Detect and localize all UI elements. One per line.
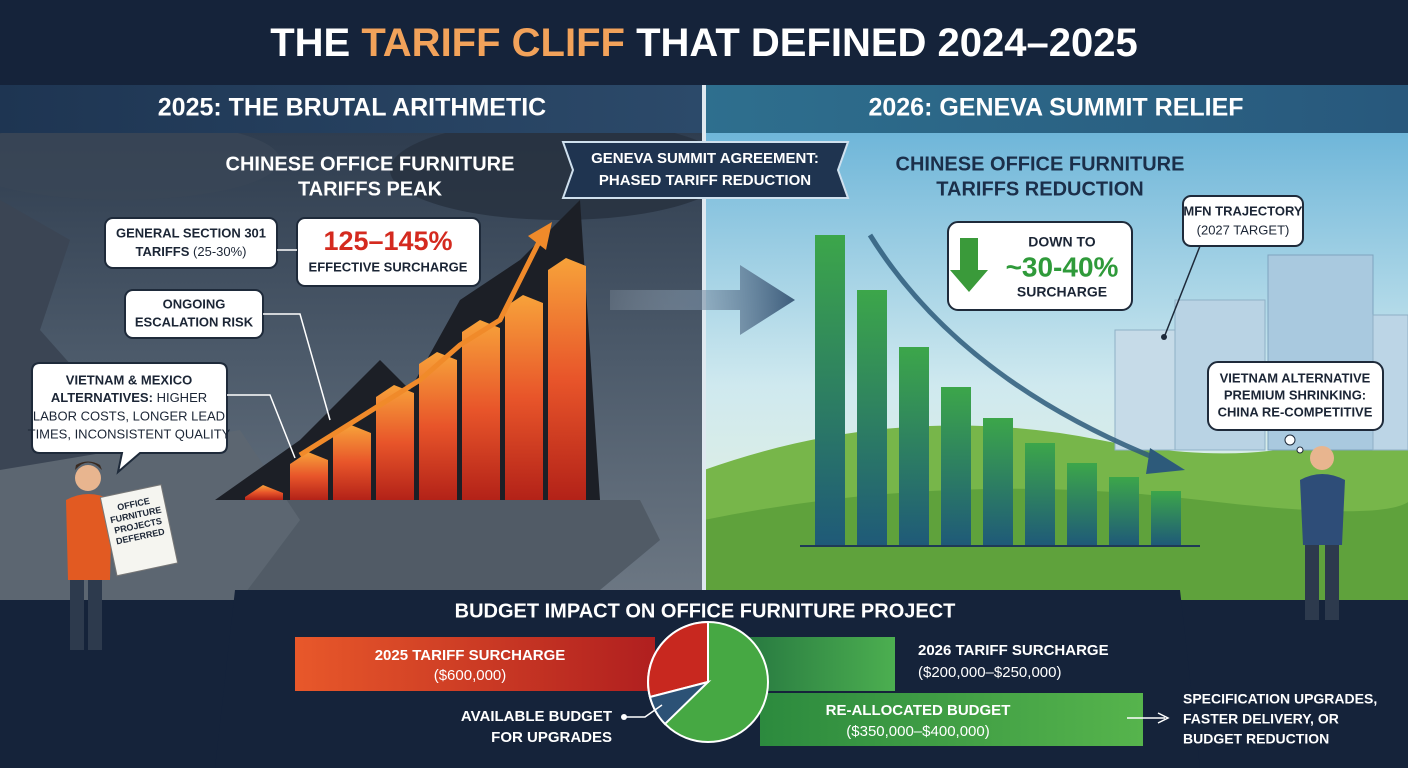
banner: GENEVA SUMMIT AGREEMENT: PHASED TARIFF R… [561,141,850,199]
rising-bar [462,320,500,500]
title-highlight: TARIFF CLIFF [361,21,625,65]
callout-normal: HIGHER [157,390,208,405]
outcome-text: BUDGET REDUCTION [1183,731,1329,747]
banner-text: PHASED TARIFF REDUCTION [599,172,811,189]
page-title: THE TARIFF CLIFF THAT DEFINED 2024–2025 [270,21,1138,65]
budget-title: BUDGET IMPACT ON OFFICE FURNITURE PROJEC… [455,600,956,622]
band-amount: ($600,000) [434,667,507,684]
rising-bar [376,385,414,500]
callout-text: TARIFFS (25-30%) [135,244,246,259]
connectors [227,249,331,459]
rising-arrowhead [528,222,552,250]
banner-text: GENEVA SUMMIT AGREEMENT: [591,150,819,167]
band-amount: ($350,000–$400,000) [846,723,989,740]
connector [624,704,663,718]
falling-bar [857,290,887,545]
callout-bold: TARIFFS [135,244,189,259]
panel-heading: CHINESE OFFICE FURNITURE [226,153,515,175]
callout: 125–145% EFFECTIVE SURCHARGE [296,217,481,287]
callout-text: SURCHARGE [1017,284,1107,300]
callout: VIETNAM ALTERNATIVE PREMIUM SHRINKING: C… [1207,361,1384,454]
band-label: 2026 TARIFF SURCHARGE [918,642,1109,659]
callout-text: MFN TRAJECTORY [1183,203,1303,218]
callout-value: ~30-40% [1006,251,1119,282]
callout-text: LABOR COSTS, LONGER LEAD [33,408,225,423]
rising-bar [505,295,543,500]
callout-text: EFFECTIVE SURCHARGE [309,259,468,274]
available-label: AVAILABLE BUDGET [461,708,612,725]
panel-heading: TARIFFS PEAK [298,178,443,200]
divider [702,85,706,590]
callout-text: CHINA RE-COMPETITIVE [1218,404,1373,419]
cliff-ledge [210,500,660,600]
outcome-text: SPECIFICATION UPGRADES, [1183,691,1377,707]
callout-text: VIETNAM & MEXICO [66,372,192,387]
callout: DOWN TO ~30-40% SURCHARGE [947,221,1133,311]
rising-bar [333,425,371,500]
falling-bar [1151,491,1181,545]
outcome-text: FASTER DELIVERY, OR [1183,711,1339,727]
falling-bar [1025,443,1055,545]
reallocated-band [760,693,1143,746]
band-amount: ($200,000–$250,000) [918,664,1061,681]
callout-value: 125–145% [323,226,452,256]
band-label: 2025 TARIFF SURCHARGE [375,647,566,664]
decor [215,200,1200,547]
budget-pie [647,620,769,743]
surcharge-2025-band [295,637,655,691]
cliff-silhouette [215,200,600,500]
transition-arrow [610,265,795,335]
falling-arrowhead [1146,448,1185,474]
callout-text: PREMIUM SHRINKING: [1224,387,1366,402]
outcome-arrow [1127,712,1170,724]
falling-bar [983,418,1013,545]
connector-dot [621,714,627,720]
panel-header: 2026: GENEVA SUMMIT RELIEF [868,94,1243,122]
right-header-band [704,85,1408,133]
callout-bold: ALTERNATIVES: [51,390,153,405]
callout: ONGOING ESCALATION RISK [124,289,264,339]
callout: MFN TRAJECTORY (2027 TARGET) [1161,195,1304,340]
callout-text: (2027 TARGET) [1197,222,1290,237]
cloud [0,120,280,200]
callout-text: ONGOING [163,296,226,311]
callout-text: ALTERNATIVES: HIGHER [51,390,207,405]
left-header-band [0,85,704,133]
callout: GENERAL SECTION 301 TARIFFS (25-30%) [104,217,278,269]
falling-bar [899,347,929,545]
callout-text: TIMES, INCONSISTENT QUALITY [28,426,231,441]
rising-bar [548,258,586,500]
callout: VIETNAM & MEXICO ALTERNATIVES: HIGHER LA… [28,362,231,475]
person-thinking [1300,446,1345,620]
rising-arrow [298,238,543,458]
falling-bar [815,235,845,545]
panel-heading: TARIFFS REDUCTION [936,178,1143,200]
panel-header: 2025: THE BRUTAL ARITHMETIC [158,94,546,122]
callout-text: GENERAL SECTION 301 [116,225,266,240]
rising-bar [419,352,457,500]
rising-bar [245,485,283,500]
person-worried [66,461,112,650]
title-text: THE [270,21,350,65]
sign: OFFICE FURNITURE PROJECTS DEFERRED [99,484,179,577]
falling-bar [1109,477,1139,545]
panel-heading: CHINESE OFFICE FURNITURE [896,153,1185,175]
falling-bar [941,387,971,545]
falling-bar [1067,463,1097,545]
callout-text: ESCALATION RISK [135,314,254,329]
falling-arrow [867,233,1161,463]
title-text: THAT DEFINED 2024–2025 [636,21,1138,65]
callout-normal: (25-30%) [193,244,246,259]
band-label: RE-ALLOCATED BUDGET [826,702,1011,719]
callout-text: VIETNAM ALTERNATIVE [1220,370,1371,385]
available-label: FOR UPGRADES [491,729,612,746]
rising-bar [290,452,328,500]
callout-text: DOWN TO [1028,234,1096,250]
